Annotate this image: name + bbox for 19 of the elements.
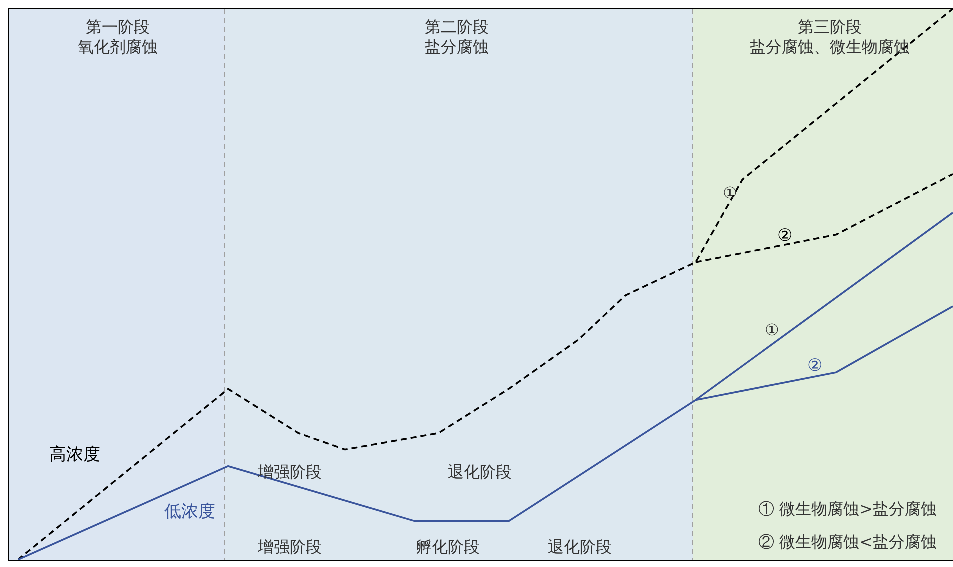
series-label: ② <box>808 356 822 376</box>
series-label: 高浓度 <box>50 445 100 465</box>
annotation: 盐分腐蚀 <box>425 38 489 56</box>
annotation: ① <box>765 320 779 340</box>
annotation: 第二阶段 <box>425 18 489 36</box>
annotation: 第三阶段 <box>798 18 862 36</box>
annotation: ② 微生物腐蚀<盐分腐蚀 <box>758 532 937 552</box>
annotation: ① 微生物腐蚀>盐分腐蚀 <box>758 500 937 518</box>
annotation: 盐分腐蚀、微生物腐蚀 <box>750 38 910 56</box>
annotation: 第一阶段 <box>86 18 150 36</box>
annotation: 增强阶段 <box>257 462 322 482</box>
annotation: 退化阶段 <box>448 462 512 482</box>
annotation: 退化阶段 <box>548 538 612 556</box>
annotation: 氧化剂腐蚀 <box>78 38 158 56</box>
annotation: 增强阶段 <box>257 538 322 556</box>
annotation: ① <box>723 184 737 202</box>
series-label: ② <box>778 226 792 246</box>
annotation: 孵化阶段 <box>416 538 480 556</box>
series-label: 低浓度 <box>164 502 216 522</box>
